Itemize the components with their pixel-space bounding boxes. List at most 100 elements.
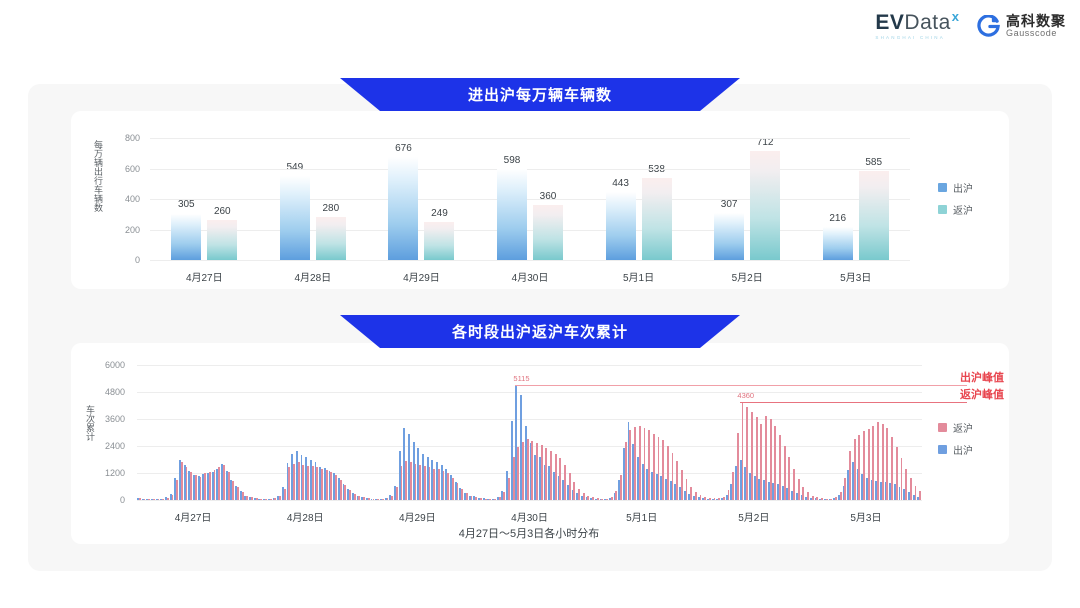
hourly-bar	[867, 429, 870, 500]
bar-出沪-4月29日	[388, 156, 419, 260]
legend-item-出沪[interactable]: 出沪	[938, 180, 973, 195]
hourly-bar	[917, 496, 920, 500]
hourly-bar	[478, 497, 480, 500]
x-tick-label: 5月2日	[731, 273, 763, 284]
hourly-bar	[835, 497, 837, 500]
x-tick-label: 4月30日	[511, 513, 548, 524]
hourly-bar	[531, 441, 534, 500]
hourly-bar	[185, 466, 188, 500]
legend-label: 返沪	[953, 206, 973, 217]
hourly-bar	[314, 462, 317, 500]
hourly-bar	[760, 423, 763, 500]
hourly-bar	[839, 491, 842, 500]
hourly-bar	[330, 471, 333, 500]
hourly-bar	[484, 498, 487, 500]
hourly-bar	[269, 498, 272, 500]
hourly-bar	[636, 457, 639, 500]
hourly-bar	[823, 499, 826, 500]
hourly-bar	[193, 474, 195, 500]
gridline	[150, 168, 910, 170]
hourly-bar	[260, 498, 263, 500]
hourly-bar	[772, 482, 775, 500]
hourly-bar	[335, 474, 337, 500]
gausscode-cn-text: 高科数聚	[1006, 12, 1066, 29]
hourly-bar	[225, 470, 228, 500]
hourly-bar	[166, 497, 169, 500]
legend-label: 返沪	[953, 424, 973, 435]
hourly-bar	[665, 478, 667, 500]
hourly-bar	[800, 495, 803, 500]
hourly-bar	[578, 488, 580, 500]
hourly-bar	[253, 497, 256, 500]
hourly-bar	[809, 497, 812, 500]
hourly-bar	[842, 486, 845, 500]
chart1-title: 进出沪每万辆车辆数	[467, 87, 612, 104]
hourly-bar	[403, 428, 406, 500]
hourly-bar	[690, 486, 693, 500]
hourly-bar	[863, 431, 865, 500]
hourly-bar	[652, 433, 655, 500]
chart-card-hourly	[71, 343, 1009, 544]
hourly-bar	[741, 401, 744, 500]
hourly-bar	[239, 491, 242, 500]
hourly-bar	[554, 453, 557, 500]
hourly-bar	[648, 430, 651, 500]
hourly-bar	[405, 460, 408, 500]
hourly-bar	[169, 494, 172, 500]
hourly-bar	[919, 491, 922, 500]
hourly-bar	[155, 499, 158, 500]
hourly-bar	[408, 433, 410, 500]
legend-label: 出沪	[953, 184, 973, 195]
hourly-bar	[384, 497, 387, 500]
x-tick-label: 4月27日	[185, 273, 223, 284]
hourly-bar	[632, 443, 635, 500]
hourly-bar	[898, 486, 901, 500]
hourly-bar	[492, 498, 494, 500]
legend-swatch	[938, 423, 947, 432]
hourly-bar	[520, 395, 522, 500]
hourly-bar	[138, 498, 141, 500]
hourly-bar	[791, 490, 794, 500]
bar-出沪-4月28日	[279, 176, 310, 260]
hourly-bar	[190, 472, 193, 500]
hourly-bar	[769, 419, 772, 500]
hourly-bar	[386, 498, 389, 500]
hourly-bar	[660, 476, 663, 500]
hourly-bar	[431, 459, 434, 500]
peak-name-label: 返沪峰值	[960, 388, 1004, 401]
hourly-bar	[853, 439, 856, 500]
hourly-bar	[559, 458, 562, 500]
peak-line-出沪峰值	[515, 384, 967, 386]
legend-item-出沪[interactable]: 出沪	[938, 442, 973, 457]
hourly-bar	[445, 468, 448, 500]
hourly-bar	[470, 495, 473, 500]
hourly-bar	[436, 461, 438, 500]
hourly-bar	[461, 488, 464, 500]
x-tick-label: 4月28日	[294, 273, 332, 284]
hourly-bar	[587, 495, 590, 500]
hourly-bar	[545, 448, 548, 500]
hourly-bar	[307, 465, 309, 500]
hourly-bar	[557, 476, 560, 500]
hourly-bar	[305, 457, 308, 500]
hourly-bar	[447, 473, 450, 500]
hourly-bar	[325, 469, 328, 500]
hourly-bar	[893, 484, 896, 500]
hourly-bar	[568, 473, 571, 500]
hourly-bar	[713, 498, 716, 500]
bar-返沪-5月3日	[858, 170, 889, 260]
hourly-bar	[208, 472, 211, 500]
legend-item-返沪[interactable]: 返沪	[938, 202, 973, 217]
hourly-bar	[152, 499, 155, 500]
bar-value-label: 216	[829, 213, 847, 225]
hourly-bar	[573, 482, 576, 500]
hourly-bar	[468, 495, 471, 500]
hourly-bar	[475, 496, 478, 500]
y-tick-label: 4800	[104, 387, 125, 397]
hourly-bar	[849, 450, 851, 500]
legend-item-返沪[interactable]: 返沪	[938, 420, 973, 435]
hourly-bar	[643, 428, 646, 500]
hourly-bar	[450, 474, 452, 500]
hourly-bar	[146, 499, 149, 500]
gridline	[137, 419, 922, 420]
